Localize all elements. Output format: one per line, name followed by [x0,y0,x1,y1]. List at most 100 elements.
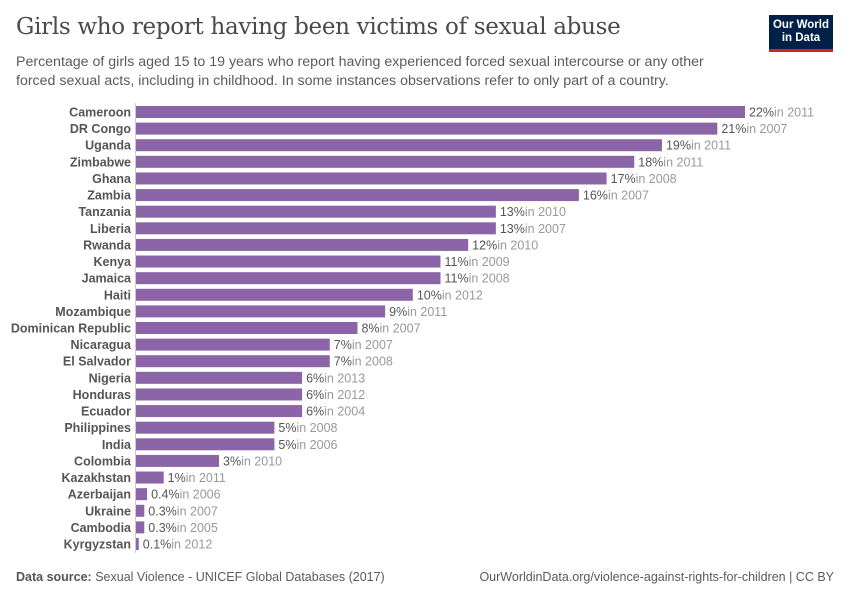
category-label: Zambia [87,189,132,203]
category-label: Ecuador [81,405,131,419]
category-label: Azerbaijan [68,488,131,502]
bar[interactable] [136,322,358,334]
year-label: in 2007 [525,222,566,236]
value-label: 0.4%in 2006 [151,488,221,502]
bar[interactable] [136,355,330,368]
data-source: Data source: Sexual Violence - UNICEF Gl… [16,570,385,584]
year-label: in 2010 [241,454,282,468]
bar[interactable] [136,405,303,418]
value-label: 21%in 2007 [721,122,787,136]
year-label: in 2011 [691,139,731,153]
value-label: 13%in 2007 [500,222,566,236]
category-label: Rwanda [83,238,132,252]
bar[interactable] [136,504,145,517]
category-label: Dominican Republic [11,322,131,336]
bar[interactable] [136,288,413,301]
value-label: 7%in 2008 [334,355,393,369]
category-label: Philippines [64,421,131,435]
category-label: Mozambique [55,305,131,319]
year-label: in 2006 [180,488,221,502]
category-label: Honduras [73,388,131,402]
year-label: in 2011 [407,305,447,319]
footer-url[interactable]: OurWorldinData.org/violence-against-righ… [479,570,834,584]
year-label: in 2008 [352,355,393,369]
value-label: 6%in 2012 [306,388,365,402]
category-label: Kyrgyzstan [64,538,131,552]
chart-title: Girls who report having been victims of … [16,14,621,40]
bar[interactable] [136,222,496,235]
owid-logo[interactable]: Our World in Data [769,15,833,52]
value-label: 11%in 2009 [445,255,510,269]
year-label: in 2005 [177,521,218,535]
value-label: 19%in 2011 [666,139,731,153]
bar[interactable] [136,371,303,384]
year-label: in 2007 [352,338,393,352]
category-label: Jamaica [82,272,132,286]
bar[interactable] [136,189,579,202]
category-label: Cambodia [71,521,132,535]
value-label: 6%in 2004 [306,405,365,419]
bar[interactable] [136,438,275,451]
category-label: Ghana [92,172,132,186]
bar[interactable] [136,139,662,152]
category-label: El Salvador [63,355,131,369]
chart-subtitle: Percentage of girls aged 15 to 19 years … [16,54,704,89]
data-source-text[interactable]: Sexual Violence - UNICEF Global Database… [95,570,385,584]
value-label: 18%in 2011 [638,155,703,169]
year-label: in 2008 [296,421,337,435]
value-label: 12%in 2010 [472,238,538,252]
year-label: in 2012 [171,538,212,552]
category-label: Nicaragua [71,338,132,352]
category-label: Ukraine [85,504,131,518]
bar[interactable] [136,205,496,218]
bar[interactable] [136,272,441,285]
value-label: 1%in 2011 [168,471,226,485]
category-label: Uganda [85,139,132,153]
year-label: in 2007 [177,504,218,518]
year-label: in 2007 [380,322,421,336]
year-label: in 2010 [525,205,566,219]
year-label: in 2013 [324,371,365,385]
value-label: 0.1%in 2012 [143,538,213,552]
value-label: 3%in 2010 [223,454,282,468]
value-label: 7%in 2007 [334,338,393,352]
value-label: 5%in 2006 [278,438,337,452]
value-label: 0.3%in 2007 [148,504,218,518]
category-label: Liberia [90,222,132,236]
year-label: in 2012 [324,388,365,402]
bar[interactable] [136,388,303,401]
category-label: Colombia [74,454,132,468]
bar[interactable] [136,538,139,550]
category-label: India [102,438,132,452]
bar[interactable] [136,338,330,351]
value-label: 16%in 2007 [583,189,649,203]
bar[interactable] [136,521,145,534]
bar[interactable] [136,238,469,251]
bar[interactable] [136,454,220,467]
category-label: Cameroon [69,106,131,120]
value-label: 11%in 2008 [445,272,510,286]
bar[interactable] [136,255,441,268]
category-label: Kenya [93,255,132,269]
bar[interactable] [136,106,745,118]
logo-line-2: in Data [781,32,821,44]
bar[interactable] [136,421,275,434]
bar[interactable] [136,471,164,484]
year-label: in 2010 [497,238,538,252]
year-label: in 2009 [469,255,510,269]
bar[interactable] [136,488,148,501]
bar[interactable] [136,155,635,168]
value-label: 22%in 2011 [749,106,814,120]
year-label: in 2007 [608,189,649,203]
year-label: in 2007 [746,122,787,136]
value-label: 17%in 2008 [611,172,677,186]
year-label: in 2008 [636,172,677,186]
year-label: in 2004 [324,405,365,419]
year-label: in 2012 [442,288,483,302]
year-label: in 2011 [774,106,814,120]
bar[interactable] [136,122,718,135]
bar[interactable] [136,172,607,185]
year-label: in 2011 [663,155,703,169]
bar[interactable] [136,305,386,318]
